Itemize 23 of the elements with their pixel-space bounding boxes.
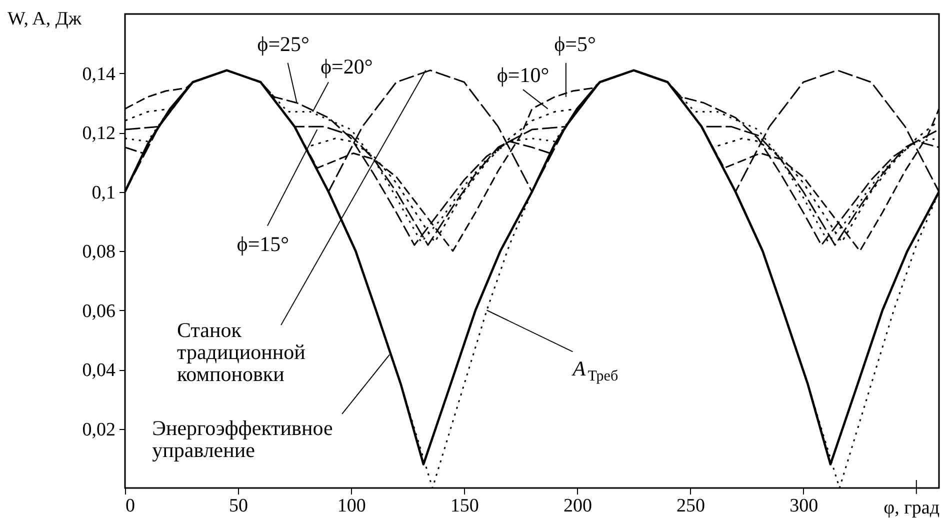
y-tick-label: 0,14 [82, 64, 116, 85]
x-tick-label: 50 [229, 496, 248, 516]
annotation: ϕ=10° [496, 63, 550, 88]
y-tick-label: 0,1 [92, 182, 116, 204]
x-axis-title: φ, град [884, 498, 940, 518]
x-tick-label: 300 [790, 496, 818, 516]
y-tick-label: 0,12 [82, 123, 116, 144]
x-tick-label: 150 [450, 496, 479, 516]
annotation: ϕ=20° [320, 54, 373, 78]
y-tick-label: 0,06 [82, 300, 116, 322]
y-tick-label: 0,04 [82, 360, 116, 381]
annotation: ϕ=5° [554, 32, 596, 56]
y-tick-label: 0,02 [82, 419, 116, 440]
x-tick-label: 250 [676, 496, 706, 516]
x-tick-label: 200 [563, 496, 592, 516]
x-tick-label: 0 [126, 496, 135, 516]
y-axis-title: W, A, Дж [8, 8, 82, 30]
x-tick-label: 100 [337, 496, 366, 516]
y-tick-label: 0,08 [82, 242, 116, 262]
annotation: Станок традиционной компоновки [177, 318, 306, 386]
annotation: ϕ=15° [236, 232, 290, 256]
annotation: Энергоэффективное управление [152, 416, 333, 462]
annotation: ϕ=25° [257, 32, 310, 56]
